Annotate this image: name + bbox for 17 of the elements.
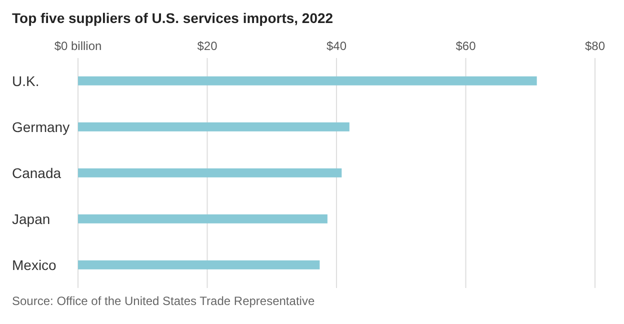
y-tick-label: Germany bbox=[12, 119, 70, 135]
x-tick-label: $20 bbox=[197, 39, 218, 53]
x-tick-label: $60 bbox=[456, 39, 476, 53]
bar bbox=[78, 260, 320, 270]
y-tick-label: U.K. bbox=[12, 73, 40, 89]
bar bbox=[78, 214, 328, 224]
bar bbox=[78, 122, 350, 132]
bar bbox=[78, 76, 537, 86]
x-tick-label: $80 bbox=[584, 39, 606, 53]
y-tick-label: Japan bbox=[12, 211, 50, 227]
y-tick-label: Mexico bbox=[12, 257, 57, 273]
source-note: Source: Office of the United States Trade Representative bbox=[12, 294, 315, 308]
y-tick-label: Canada bbox=[12, 165, 62, 181]
bar bbox=[78, 168, 342, 178]
x-tick-label: $0 billion bbox=[54, 39, 102, 53]
x-tick-label: $40 bbox=[326, 39, 347, 53]
chart-title: Top five suppliers of U.S. services imports, 2022 bbox=[12, 10, 334, 26]
